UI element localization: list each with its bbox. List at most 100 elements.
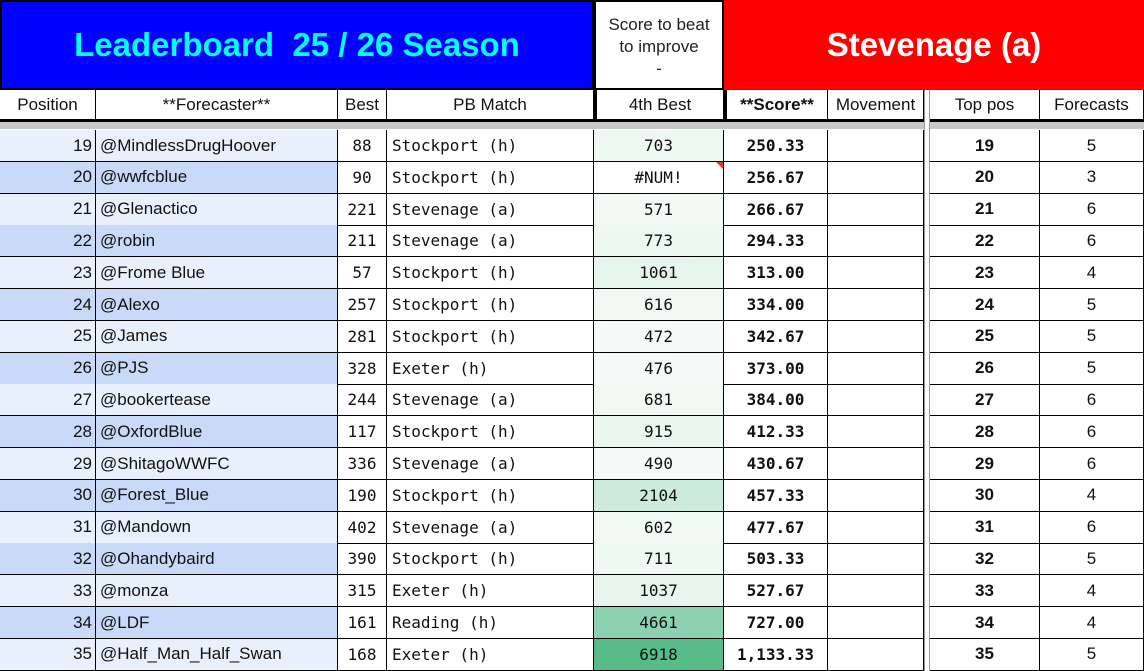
cell-movement[interactable] (828, 130, 924, 162)
cell-forecasts[interactable]: 4 (1040, 607, 1144, 639)
cell-top-pos[interactable]: 33 (930, 575, 1040, 608)
cell-movement[interactable] (828, 320, 924, 353)
cell-fourth-best[interactable]: 490 (594, 448, 724, 480)
cell-position[interactable]: 27 (0, 384, 96, 417)
cell-pb-match[interactable]: Stevenage (a) (387, 448, 594, 480)
cell-score[interactable]: 342.67 (724, 320, 828, 353)
cell-pb-match[interactable]: Stevenage (a) (387, 511, 594, 544)
cell-movement[interactable] (828, 448, 924, 480)
cell-forecaster[interactable]: @monza (96, 575, 338, 608)
cell-best[interactable]: 90 (338, 161, 387, 194)
cell-forecasts[interactable]: 5 (1040, 130, 1144, 162)
cell-movement[interactable] (828, 511, 924, 544)
cell-movement[interactable] (828, 161, 924, 194)
cell-forecasts[interactable]: 6 (1040, 225, 1144, 258)
cell-pb-match[interactable]: Stockport (h) (387, 543, 594, 576)
current-match-title[interactable]: Stevenage (a) (724, 0, 1144, 90)
cell-movement[interactable] (828, 479, 924, 512)
cell-forecasts[interactable]: 5 (1040, 320, 1144, 353)
cell-top-pos[interactable]: 28 (930, 416, 1040, 449)
cell-movement[interactable] (828, 225, 924, 258)
cell-position[interactable]: 23 (0, 257, 96, 290)
cell-fourth-best[interactable]: 476 (594, 352, 724, 385)
cell-forecaster[interactable]: @Alexo (96, 289, 338, 321)
cell-movement[interactable] (828, 193, 924, 226)
cell-best[interactable]: 88 (338, 130, 387, 162)
score-to-beat-cell[interactable]: Score to beat to improve - (594, 0, 724, 90)
cell-pb-match[interactable]: Stockport (h) (387, 416, 594, 449)
cell-best[interactable]: 315 (338, 575, 387, 608)
cell-forecaster[interactable]: @OxfordBlue (96, 416, 338, 449)
cell-fourth-best[interactable]: 703 (594, 130, 724, 162)
cell-forecasts[interactable]: 5 (1040, 543, 1144, 576)
cell-score[interactable]: 457.33 (724, 479, 828, 512)
cell-forecasts[interactable]: 4 (1040, 479, 1144, 512)
cell-forecaster[interactable]: @PJS (96, 352, 338, 385)
cell-score[interactable]: 256.67 (724, 161, 828, 194)
cell-score[interactable]: 334.00 (724, 289, 828, 321)
cell-forecasts[interactable]: 5 (1040, 638, 1144, 671)
comment-indicator-icon[interactable] (716, 161, 723, 169)
cell-forecasts[interactable]: 6 (1040, 511, 1144, 544)
cell-forecasts[interactable]: 6 (1040, 384, 1144, 417)
cell-best[interactable]: 161 (338, 607, 387, 639)
cell-forecaster[interactable]: @Mandown (96, 511, 338, 544)
cell-fourth-best[interactable]: 6918 (594, 638, 724, 671)
cell-pb-match[interactable]: Exeter (h) (387, 352, 594, 385)
cell-movement[interactable] (828, 257, 924, 290)
cell-position[interactable]: 21 (0, 193, 96, 226)
cell-pb-match[interactable]: Stevenage (a) (387, 193, 594, 226)
header-forecasts[interactable]: Forecasts (1040, 90, 1144, 122)
cell-best[interactable]: 221 (338, 193, 387, 226)
cell-fourth-best[interactable]: 616 (594, 289, 724, 321)
cell-forecaster[interactable]: @wwfcblue (96, 161, 338, 194)
cell-top-pos[interactable]: 32 (930, 543, 1040, 576)
cell-forecasts[interactable]: 5 (1040, 352, 1144, 385)
cell-pb-match[interactable]: Stockport (h) (387, 130, 594, 162)
cell-best[interactable]: 336 (338, 448, 387, 480)
cell-movement[interactable] (828, 543, 924, 576)
header-movement[interactable]: Movement (828, 90, 924, 122)
cell-best[interactable]: 117 (338, 416, 387, 449)
header-top-pos[interactable]: Top pos (930, 90, 1040, 122)
cell-position[interactable]: 26 (0, 352, 96, 385)
cell-top-pos[interactable]: 27 (930, 384, 1040, 417)
cell-position[interactable]: 34 (0, 607, 96, 639)
cell-position[interactable]: 30 (0, 479, 96, 512)
cell-pb-match[interactable]: Reading (h) (387, 607, 594, 639)
cell-position[interactable]: 22 (0, 225, 96, 258)
cell-forecaster[interactable]: @ShitagoWWFC (96, 448, 338, 480)
cell-pb-match[interactable]: Stockport (h) (387, 161, 594, 194)
leaderboard-title[interactable]: Leaderboard 25 / 26 Season (0, 0, 594, 90)
cell-top-pos[interactable]: 19 (930, 130, 1040, 162)
cell-best[interactable]: 402 (338, 511, 387, 544)
header-forecaster[interactable]: **Forecaster** (96, 90, 338, 122)
cell-top-pos[interactable]: 22 (930, 225, 1040, 258)
header-score[interactable]: **Score** (724, 90, 828, 122)
cell-movement[interactable] (828, 607, 924, 639)
cell-fourth-best[interactable]: 602 (594, 511, 724, 544)
cell-position[interactable]: 19 (0, 130, 96, 162)
cell-fourth-best[interactable]: 472 (594, 320, 724, 353)
cell-forecaster[interactable]: @Half_Man_Half_Swan (96, 638, 338, 671)
cell-position[interactable]: 25 (0, 320, 96, 353)
cell-forecasts[interactable]: 5 (1040, 289, 1144, 321)
cell-best[interactable]: 281 (338, 320, 387, 353)
cell-forecaster[interactable]: @bookertease (96, 384, 338, 417)
cell-movement[interactable] (828, 638, 924, 671)
cell-top-pos[interactable]: 30 (930, 479, 1040, 512)
cell-position[interactable]: 31 (0, 511, 96, 544)
cell-score[interactable]: 503.33 (724, 543, 828, 576)
header-best[interactable]: Best (338, 90, 387, 122)
cell-fourth-best[interactable]: 1061 (594, 257, 724, 290)
cell-score[interactable]: 527.67 (724, 575, 828, 608)
cell-top-pos[interactable]: 26 (930, 352, 1040, 385)
cell-score[interactable]: 373.00 (724, 352, 828, 385)
cell-top-pos[interactable]: 21 (930, 193, 1040, 226)
cell-position[interactable]: 24 (0, 289, 96, 321)
cell-forecaster[interactable]: @Frome Blue (96, 257, 338, 290)
cell-pb-match[interactable]: Exeter (h) (387, 638, 594, 671)
cell-movement[interactable] (828, 352, 924, 385)
cell-position[interactable]: 28 (0, 416, 96, 449)
cell-fourth-best[interactable]: 681 (594, 384, 724, 417)
